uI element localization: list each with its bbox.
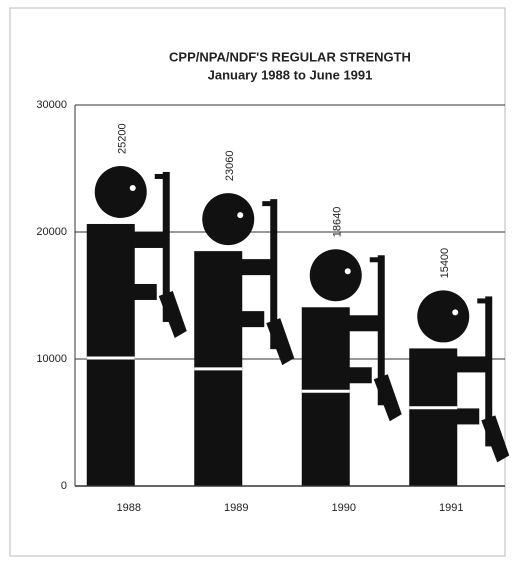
value-label: 18640 — [332, 207, 344, 238]
y-tick-label: 10000 — [36, 353, 67, 365]
soldier-arm — [238, 259, 273, 276]
soldier-head — [309, 249, 362, 302]
soldier-eye — [344, 268, 351, 275]
rifle-barrel — [162, 171, 170, 322]
value-label: 23060 — [224, 151, 236, 182]
soldier-head — [94, 165, 147, 218]
soldier-arm — [345, 315, 380, 332]
soldier-head — [202, 193, 255, 246]
rifle-sight — [369, 257, 384, 263]
y-tick-label: 30000 — [36, 99, 67, 111]
soldier-eye — [452, 309, 459, 316]
x-tick-label: 1988 — [117, 502, 141, 514]
rifle-stock — [481, 415, 510, 463]
rifle-stock — [373, 374, 402, 422]
soldier — [194, 193, 295, 486]
rifle-stock — [158, 290, 187, 338]
value-label: 25200 — [117, 123, 129, 154]
y-tick-label: 0 — [61, 480, 67, 492]
frame — [9, 7, 506, 557]
soldier-eye — [129, 184, 136, 191]
rifle-sight — [262, 201, 277, 207]
soldier — [86, 165, 187, 486]
soldier-arm — [130, 283, 157, 300]
soldier-body — [409, 348, 458, 486]
soldier-arm — [238, 311, 265, 328]
soldier — [301, 249, 402, 486]
rifle-sight — [154, 173, 169, 179]
soldier-arm — [130, 231, 165, 248]
soldier — [409, 290, 510, 486]
value-label: 15400 — [439, 248, 451, 279]
soldier-arm — [345, 367, 372, 384]
soldier-body — [301, 307, 350, 486]
x-tick-label: 1991 — [439, 502, 463, 514]
y-tick-label: 20000 — [36, 226, 67, 238]
chart-title: CPP/NPA/NDF'S REGULAR STRENGTH — [169, 49, 411, 64]
rifle-barrel — [377, 255, 385, 406]
rifle-barrel — [485, 296, 493, 447]
x-tick-label: 1990 — [332, 502, 356, 514]
soldier-body — [86, 223, 135, 486]
soldier-arm — [453, 408, 480, 425]
x-tick-label: 1989 — [224, 502, 248, 514]
rifle-stock — [266, 318, 295, 366]
rifle-barrel — [270, 199, 278, 350]
soldier-eye — [237, 212, 244, 219]
soldier-head — [417, 290, 470, 343]
rifle-sight — [477, 298, 492, 304]
soldier-arm — [453, 356, 488, 373]
chart-subtitle: January 1988 to June 1991 — [208, 67, 373, 82]
